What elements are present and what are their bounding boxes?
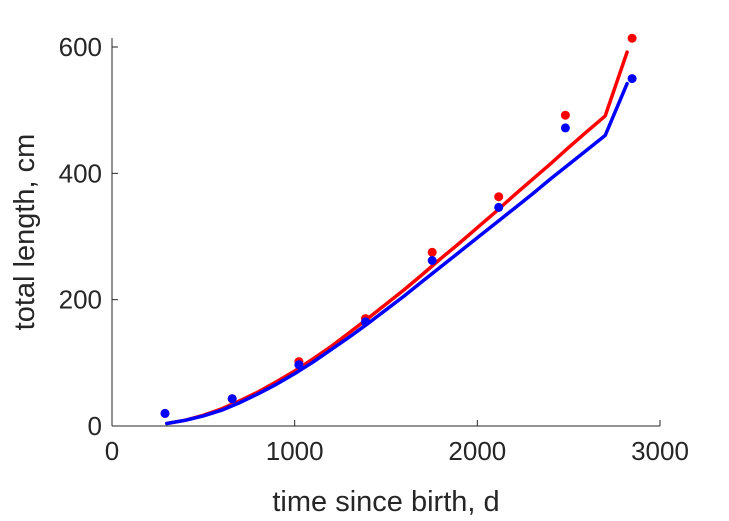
- y-tick-label: 0: [88, 411, 102, 441]
- series-1-point: [627, 33, 637, 43]
- y-axis-label: total length, cm: [9, 134, 41, 331]
- series-2-point: [494, 202, 504, 212]
- series-2-point: [361, 317, 370, 327]
- y-ticks: 0 200 400 600: [59, 32, 118, 441]
- series-2-point: [160, 408, 170, 418]
- x-tick-label: 2000: [448, 436, 506, 466]
- series-2: [160, 74, 637, 426]
- series-1: [160, 33, 637, 426]
- series-2-point: [427, 256, 437, 265]
- y-tick-label: 400: [59, 158, 102, 188]
- x-tick-label: 1000: [266, 436, 324, 466]
- plot-area: [160, 33, 637, 426]
- series-1-point: [494, 192, 504, 202]
- y-tick-label: 200: [59, 285, 102, 315]
- x-ticks: 0 1000 2000 3000: [105, 420, 689, 466]
- series-2-fit-line: [165, 81, 629, 426]
- series-2-point: [627, 74, 637, 84]
- x-axis-label: time since birth, d: [272, 486, 499, 518]
- x-tick-label: 3000: [631, 436, 689, 466]
- series-1-point: [427, 247, 437, 257]
- series-2-point: [560, 123, 570, 133]
- x-tick-label: 0: [105, 436, 119, 466]
- series-1-point: [560, 110, 570, 120]
- series-2-point: [227, 394, 237, 404]
- series-2-point: [294, 360, 304, 370]
- series-1-fit-line: [165, 50, 629, 426]
- y-tick-label: 600: [59, 32, 102, 62]
